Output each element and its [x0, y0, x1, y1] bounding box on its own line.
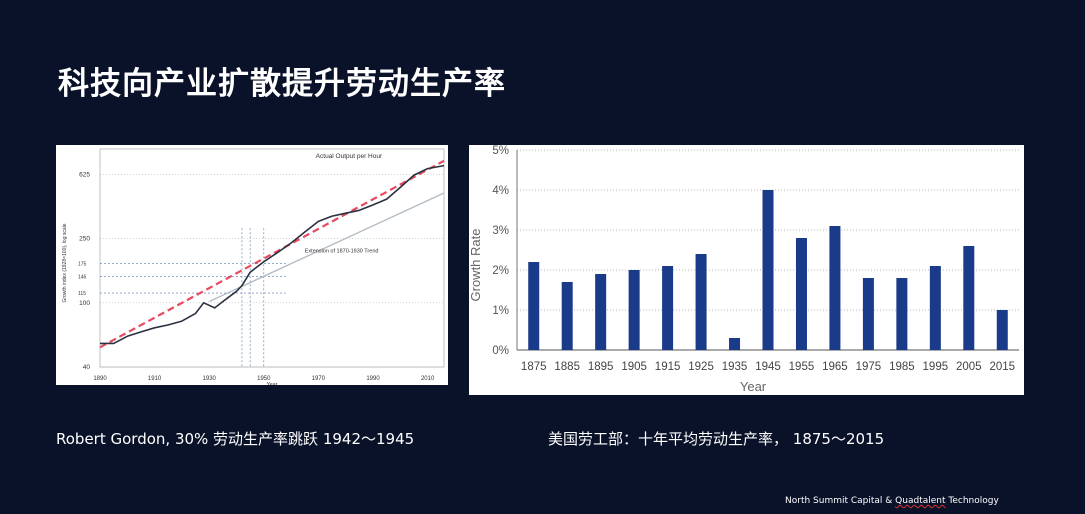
slide-title: 科技向产业扩散提升劳动生产率 [58, 66, 506, 102]
bar-1915 [662, 266, 674, 350]
bar-1995 [929, 266, 941, 350]
bar-x-tick-label: 1905 [621, 361, 647, 373]
bar-1965 [829, 226, 841, 350]
growth-rate-bar-chart: 0% 1% 2% 3% 4% 5% 1875 1885 1895 1905 1915 1925 1935… [468, 145, 1024, 395]
log-x-tick-label: 1990 [366, 376, 380, 382]
bar-x-tick-label: 2015 [989, 361, 1015, 373]
bar-1875 [528, 262, 540, 350]
bar-1895 [595, 274, 607, 350]
footer-credit: North Summit Capital & Quadtalent Techno… [785, 496, 999, 506]
footer-text-post: Technology [945, 496, 999, 506]
right-chart-caption: 美国劳工部：十年平均劳动生产率， 1875～2015 [548, 430, 885, 448]
bar-x-tick-label: 1895 [588, 361, 614, 373]
bar-x-tick-label: 1875 [521, 361, 547, 373]
bar-1905 [628, 270, 640, 350]
bar-1985 [896, 278, 908, 350]
bar-x-tick-label: 1885 [554, 361, 580, 373]
log-annotation-extension: Extension of 1870-1930 Trend [305, 249, 379, 255]
bar-1935 [729, 338, 741, 350]
bar-y-tick-label: 3% [492, 225, 509, 237]
bar-x-axis-label: Year [740, 379, 767, 394]
log-y-tick-label: 100 [79, 300, 90, 307]
bar-2015 [996, 310, 1008, 350]
bar-1885 [561, 282, 573, 350]
bar-x-tick-label: 1995 [923, 361, 949, 373]
footer-text-squiggle: Quadtalent [895, 496, 946, 506]
log-annotation-actual: Actual Output per Hour [316, 153, 383, 160]
productivity-log-chart: 40 100 250 625 115 146 175 1890 1910 1930 1950 1970… [56, 145, 448, 388]
log-x-tick-label: 1950 [257, 376, 271, 382]
log-extension-trend-line [208, 192, 445, 303]
log-x-tick-label: 2010 [421, 376, 435, 382]
footer-text-pre: North Summit Capital & [785, 496, 896, 506]
bar-y-axis-label: Growth Rate [469, 229, 483, 302]
log-x-tick-label: 1970 [312, 376, 326, 382]
log-y-mark-label: 175 [78, 262, 87, 268]
log-y-tick-label: 250 [79, 236, 90, 243]
bar-x-tick-label: 1945 [755, 361, 781, 373]
bar-x-tick-label: 1925 [688, 361, 714, 373]
bar-x-tick-label: 1985 [889, 361, 915, 373]
log-y-axis-label: Growth index (1928=100), log scale [62, 223, 68, 302]
bar-x-tick-label: 2005 [956, 361, 982, 373]
log-x-tick-label: 1890 [93, 376, 107, 382]
bar-chart-svg: 0% 1% 2% 3% 4% 5% 1875 1885 1895 1905 1915 1925 1935… [468, 145, 1024, 395]
bar-x-tick-label: 1935 [722, 361, 748, 373]
log-y-tick-label: 40 [83, 364, 91, 371]
left-chart-caption: Robert Gordon, 30% 劳动生产率跳跃 1942～1945 [56, 430, 415, 448]
bar-1925 [695, 254, 707, 350]
bar-y-tick-label: 4% [492, 185, 509, 197]
log-x-axis-label: Year [266, 382, 277, 385]
bar-y-tick-label: 0% [492, 345, 509, 357]
log-x-tick-label: 1910 [148, 376, 162, 382]
bar-x-tick-label: 1975 [856, 361, 882, 373]
bar-y-tick-label: 5% [492, 145, 509, 157]
log-chart-svg: 40 100 250 625 115 146 175 1890 1910 1930 1950 1970… [62, 148, 445, 388]
log-y-mark-label: 146 [78, 274, 87, 280]
log-x-tick-label: 1930 [203, 376, 217, 382]
bar-1975 [862, 278, 874, 350]
bar-x-tick-label: 1915 [655, 361, 681, 373]
bar-y-tick-label: 1% [492, 305, 509, 317]
log-actual-output-line [100, 164, 445, 345]
log-y-tick-label: 625 [79, 172, 90, 179]
log-y-mark-label: 115 [78, 291, 86, 297]
bar-1955 [795, 238, 807, 350]
bar-x-tick-label: 1955 [789, 361, 815, 373]
bar-1945 [762, 190, 774, 350]
bar-x-tick-label: 1965 [822, 361, 848, 373]
bar-y-tick-label: 2% [492, 265, 509, 277]
log-plot-area [99, 148, 445, 368]
bar-2005 [963, 246, 975, 350]
